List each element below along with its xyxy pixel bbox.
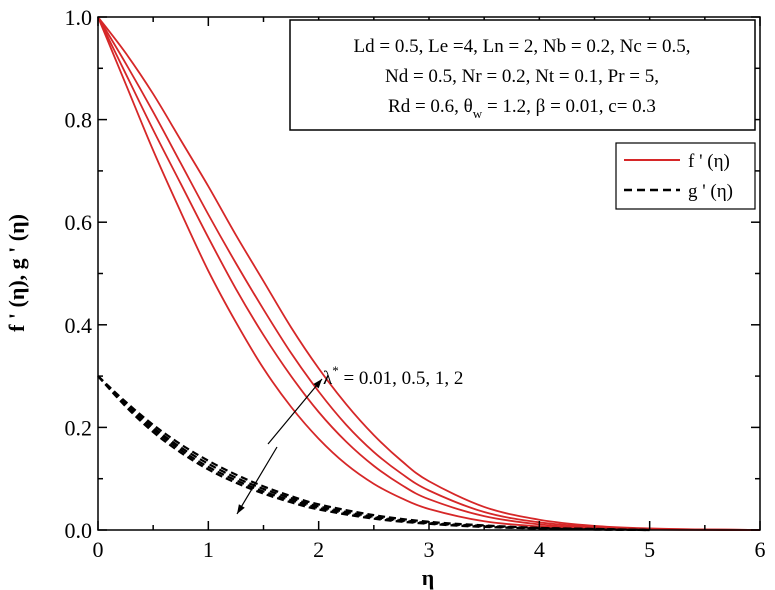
lambda-annotation: λ* = 0.01, 0.5, 1, 2 xyxy=(323,363,463,389)
lambda-symbol: λ xyxy=(323,368,333,389)
y-tick-label: 0.6 xyxy=(65,210,93,235)
series-layer xyxy=(97,16,761,532)
lambda-values: = 0.01, 0.5, 1, 2 xyxy=(339,368,464,389)
lambda-superscript: * xyxy=(332,363,339,378)
y-tick-label: 0.8 xyxy=(65,108,93,133)
parameter-line-2: Nd = 0.5, Nr = 0.2, Nt = 0.1, Pr = 5, xyxy=(385,66,659,87)
y-tick-label: 1.0 xyxy=(65,5,93,30)
x-tick-label: 3 xyxy=(424,537,435,562)
y-axis-label: f ' (η), g ' (η) xyxy=(4,214,29,332)
y-tick-label: 0.2 xyxy=(65,415,93,440)
x-tick-label: 6 xyxy=(755,537,766,562)
f-prime-arrow-head xyxy=(313,379,322,389)
x-axis-label: η xyxy=(422,565,435,590)
x-tick-label: 4 xyxy=(534,537,545,562)
legend-label-f: f ' (η) xyxy=(688,151,730,172)
x-tick-label: 2 xyxy=(313,537,324,562)
parameter-line-3: Rd = 0.6, θw = 1.2, β = 0.01, c= 0.3 xyxy=(388,96,656,121)
parameter-line-3b: = 1.2, β = 0.01, c= 0.3 xyxy=(482,96,656,117)
legend: f ' (η) g ' (η) xyxy=(615,142,756,210)
x-tick-label: 1 xyxy=(203,537,214,562)
parameter-box: Ld = 0.5, Le =4, Ln = 2, Nb = 0.2, Nc = … xyxy=(289,19,756,131)
y-tick-label: 0.4 xyxy=(65,313,93,338)
x-tick-label: 5 xyxy=(644,537,655,562)
legend-label-g: g ' (η) xyxy=(688,181,733,202)
y-tick-label: 0.0 xyxy=(65,518,93,543)
g-prime-arrow xyxy=(236,446,278,515)
parameter-line-1: Ld = 0.5, Le =4, Ln = 2, Nb = 0.2, Nc = … xyxy=(354,36,691,57)
theta-subscript: w xyxy=(473,106,483,121)
x-tick-label: 0 xyxy=(93,537,104,562)
g-prime-arrow-head xyxy=(237,504,245,514)
annotation-arrows xyxy=(236,378,323,515)
f-prime-arrow xyxy=(267,378,323,445)
g-prime-line-4 xyxy=(97,375,650,532)
parameter-line-3a: Rd = 0.6, θ xyxy=(388,96,473,117)
